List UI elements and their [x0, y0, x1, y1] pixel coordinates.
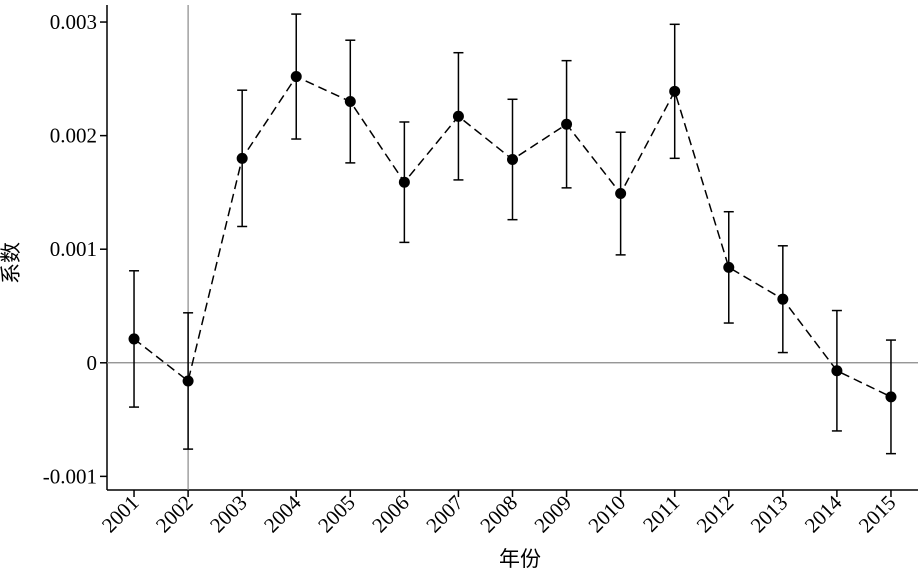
y-tick-label: 0.003 [50, 10, 97, 34]
point [236, 152, 248, 164]
point [561, 118, 573, 130]
point [507, 153, 518, 165]
point [398, 176, 410, 188]
x-tick-label: 2008 [475, 491, 522, 538]
x-tick-label: 2010 [583, 491, 630, 538]
x-tick-label: 2005 [313, 491, 360, 538]
x-tick-label: 2003 [205, 491, 252, 538]
point [290, 71, 302, 83]
point [615, 188, 627, 200]
point [452, 110, 464, 122]
point [669, 85, 681, 97]
y-axis-label: 系数 [0, 242, 23, 284]
point [831, 365, 843, 377]
y-tick-label: 0 [87, 351, 98, 375]
y-tick-label: 0.001 [50, 237, 97, 261]
x-tick-label: 2011 [638, 491, 684, 537]
x-tick-label: 2015 [854, 491, 901, 538]
point [128, 333, 140, 345]
x-tick-label: 2012 [692, 491, 739, 538]
x-tick-label: 2009 [529, 491, 576, 538]
y-tick-label: 0.002 [50, 124, 97, 148]
x-tick-label: 2013 [746, 491, 793, 538]
x-tick-label: 2006 [367, 491, 414, 538]
point [182, 375, 194, 387]
x-tick-label: 2004 [259, 490, 306, 537]
point [777, 293, 789, 305]
y-tick-label: -0.001 [43, 464, 97, 488]
x-axis-label: 年份 [499, 547, 541, 571]
point [885, 391, 897, 403]
point [723, 261, 735, 273]
x-tick-label: 2014 [800, 490, 847, 537]
x-tick-label: 2001 [97, 491, 144, 538]
point [344, 96, 356, 108]
x-tick-label: 2002 [151, 491, 198, 538]
x-tick-label: 2007 [421, 491, 468, 538]
